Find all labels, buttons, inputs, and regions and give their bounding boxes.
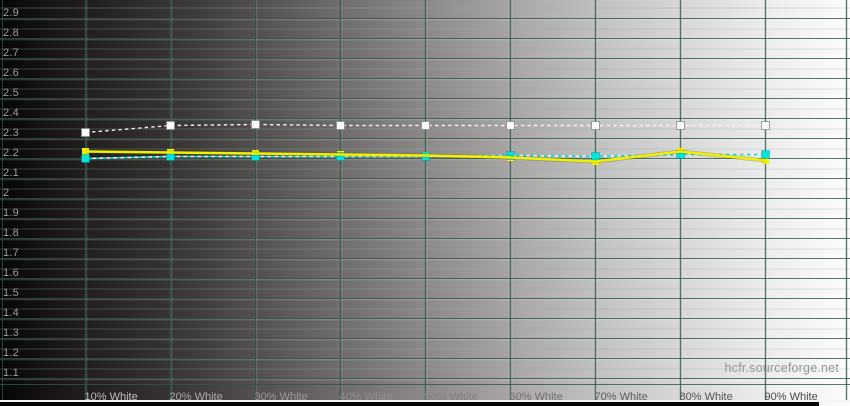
y-axis-label: 1.9 (3, 206, 19, 219)
y-axis-label: 2 (3, 186, 10, 199)
y-axis-label: 1.6 (3, 266, 19, 279)
y-axis-label: 2.6 (3, 66, 19, 79)
reference-marker (336, 121, 345, 130)
y-axis-label: 2.3 (3, 126, 19, 139)
y-axis-label: 1.8 (3, 226, 19, 239)
y-axis-label: 2.4 (3, 106, 19, 119)
cyan-marker (761, 150, 770, 159)
reference-marker (506, 121, 515, 130)
y-axis-label: 2.7 (3, 46, 19, 59)
reference-marker (166, 121, 175, 130)
y-axis-label: 1.7 (3, 246, 19, 259)
y-axis-label: 2.5 (3, 86, 19, 99)
reference-line (85, 123, 766, 134)
y-axis-label: 2.1 (3, 166, 19, 179)
cyan-marker (336, 152, 345, 161)
y-axis-label: 2.8 (3, 26, 19, 39)
reference-marker (676, 121, 685, 130)
y-axis-label: 2.9 (3, 6, 19, 19)
reference-marker (251, 120, 260, 129)
y-axis-label: 2.2 (3, 146, 19, 159)
y-axis-label: 1.5 (3, 286, 19, 299)
cyan-line-white-dashes (85, 153, 766, 160)
watermark-text: hcfr.sourceforge.net (724, 361, 839, 375)
cyan-marker (506, 151, 515, 160)
bottom-highlight-line (0, 400, 850, 402)
bottom-bar (0, 402, 819, 406)
reference-marker (761, 121, 770, 130)
cyan-marker (81, 154, 90, 163)
y-axis-label: 1.3 (3, 326, 19, 339)
yellow-line (85, 150, 766, 163)
y-axis-label: 1.1 (3, 366, 19, 379)
reference-marker (421, 121, 430, 130)
reference-marker (81, 128, 90, 137)
y-axis-label: 1.4 (3, 306, 19, 319)
reference-marker (591, 121, 600, 130)
y-axis-label: 1.2 (3, 346, 19, 359)
